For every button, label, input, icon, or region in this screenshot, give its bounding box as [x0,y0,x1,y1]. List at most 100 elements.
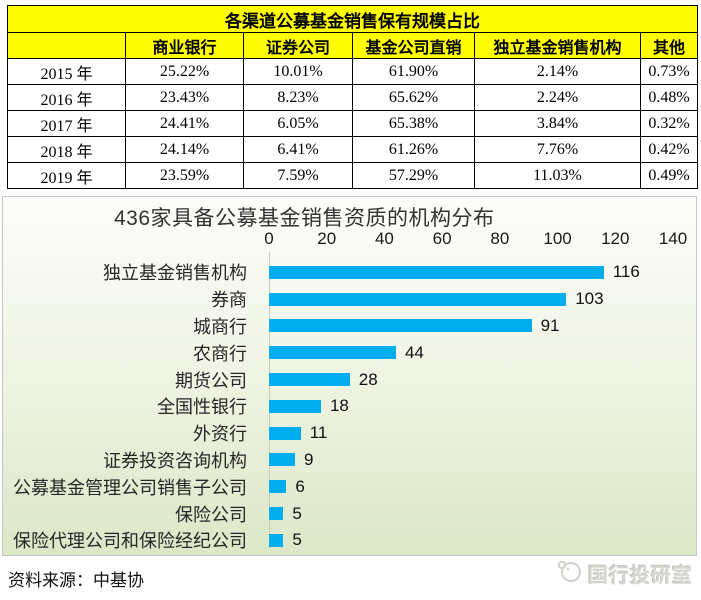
x-axis-tick-label: 120 [601,229,630,248]
chart-row: 公募基金管理公司销售子公司 6 [3,473,696,500]
data-bar [269,265,604,279]
row-value-cell: 0.42% [639,136,699,163]
data-label: 5 [292,503,302,523]
bar-track: 6 [259,477,696,497]
data-bar [269,346,396,360]
data-label: 28 [358,369,378,389]
row-year-label: 2015 年 [7,58,126,85]
row-value-cell: 2.24% [474,84,641,111]
category-label: 券商 [211,290,247,311]
x-axis-tick-label: 20 [317,229,337,248]
chart-row: 期货公司 28 [3,366,696,393]
data-label: 103 [575,289,604,309]
row-value-cell: 0.49% [639,162,699,189]
data-label: 44 [404,342,424,362]
row-value-cell: 24.14% [125,136,244,163]
table-col-header: 基金公司直销 [352,32,475,59]
table-row: 2019 年 23.59% 7.59% 57.29% 11.03% 0.49% [7,162,699,189]
row-value-cell: 10.01% [243,58,353,85]
table-row: 2016 年 23.43% 8.23% 65.62% 2.24% 0.48% [7,84,699,111]
row-value-cell: 25.22% [125,58,244,85]
category-label: 期货公司 [175,370,247,391]
category-label: 农商行 [193,343,247,364]
bar-track: 5 [259,530,696,550]
bar-track: 28 [259,370,696,390]
row-value-cell: 7.59% [243,162,353,189]
bar-track: 44 [259,343,696,363]
category-label: 公募基金管理公司销售子公司 [13,477,247,498]
category-label: 全国性银行 [157,397,247,418]
data-bar [269,426,301,440]
row-year-label: 2019 年 [7,162,126,189]
row-year-label: 2018 年 [7,136,126,163]
x-axis-tick-label: 80 [490,229,510,248]
row-value-cell: 0.32% [639,110,699,137]
chart-bar-rows: 独立基金销售机构 116 券商 103 城商行 91 农商行 44 期货公司 28 全国性银行 18 外… [3,259,696,554]
chart-row: 券商 103 [3,286,696,313]
chart-title: 436家具备公募基金销售资质的机构分布 [114,207,495,230]
data-label: 18 [329,396,349,416]
data-label: 6 [295,476,305,496]
data-bar [269,453,295,467]
table-header-row: 商业银行 证券公司 基金公司直销 独立基金销售机构 其他 [7,32,699,59]
row-value-cell: 11.03% [474,162,641,189]
x-axis-tick-label: 100 [543,229,572,248]
logo-circle-icon [556,558,582,589]
table-row: 2018 年 24.14% 6.41% 61.26% 7.76% 0.42% [7,136,699,163]
row-value-cell: 61.26% [352,136,475,163]
x-axis-tick-label: 0 [264,229,274,248]
row-year-label: 2017 年 [7,110,126,137]
table-row: 2015 年 25.22% 10.01% 61.90% 2.14% 0.73% [7,58,699,85]
x-axis-tick-label: 60 [432,229,452,248]
row-value-cell: 3.84% [474,110,641,137]
chart-row: 证券投资咨询机构 9 [3,447,696,474]
bar-track: 18 [259,396,696,416]
table-col-header: 其他 [639,32,699,59]
chart-row: 全国性银行 18 [3,393,696,420]
row-value-cell: 65.38% [352,110,475,137]
data-source-note: 资料来源：中基协 [8,571,144,590]
row-value-cell: 65.62% [352,84,475,111]
data-label: 11 [309,423,328,443]
category-label: 城商行 [193,316,247,337]
row-value-cell: 6.41% [243,136,353,163]
data-bar [269,507,284,521]
row-value-cell: 6.05% [243,110,353,137]
category-label: 保险公司 [175,504,247,525]
row-value-cell: 7.76% [474,136,641,163]
row-value-cell: 61.90% [352,58,475,85]
x-axis-tick-label: 140 [658,229,688,248]
data-bar [269,319,532,333]
data-bar [269,480,287,494]
table-col-header: 证券公司 [243,32,353,59]
data-bar [269,373,350,387]
chart-row: 农商行 44 [3,339,696,366]
bar-chart: 436家具备公募基金销售资质的机构分布 0 20 40 60 80 100 120 140 独… [2,196,697,556]
data-label: 116 [612,262,640,282]
bar-track: 116 [259,262,696,282]
data-bar [269,533,284,547]
row-value-cell: 23.43% [125,84,244,111]
channel-holding-table: 各渠道公募基金销售保有规模占比 商业银行 证券公司 基金公司直销 独立基金销售机构 其他… [6,5,699,189]
table-title-row: 各渠道公募基金销售保有规模占比 [6,5,699,33]
chart-row: 保险公司 5 [3,500,696,527]
bar-track: 9 [259,450,696,470]
table-col-header: 独立基金销售机构 [474,32,641,59]
row-value-cell: 2.14% [474,58,641,85]
data-label: 9 [303,449,314,469]
publisher-logo: 国行投研室 [556,558,693,589]
chart-row: 城商行 91 [3,313,696,340]
chart-row: 外资行 11 [3,420,696,447]
data-bar [269,399,321,413]
row-value-cell: 57.29% [352,162,475,189]
bar-track: 103 [259,289,696,309]
row-value-cell: 0.48% [639,84,699,111]
chart-row: 保险代理公司和保险经纪公司 5 [3,527,696,554]
category-label: 证券投资咨询机构 [103,450,247,471]
data-label: 5 [292,530,302,550]
table-corner-cell [7,32,126,59]
x-axis-tick-label: 40 [374,229,394,248]
row-value-cell: 24.41% [125,110,244,137]
row-value-cell: 0.73% [639,58,699,85]
